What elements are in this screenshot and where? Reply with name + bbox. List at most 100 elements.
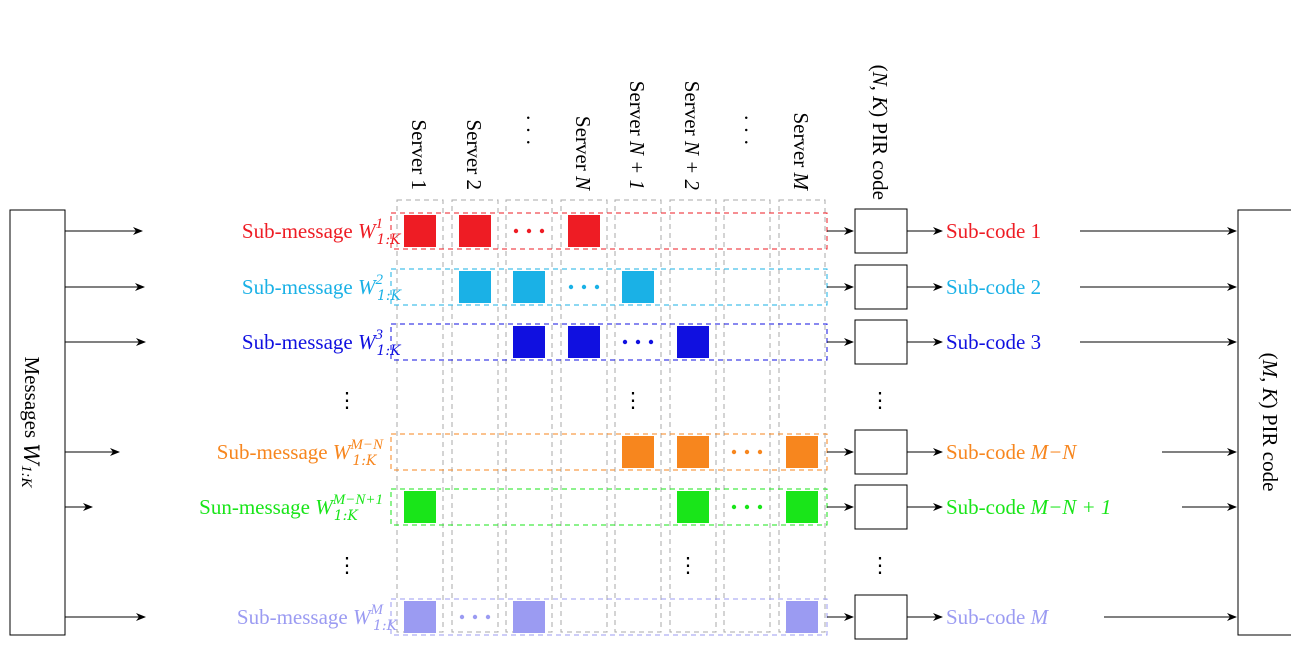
vertical-ellipsis: ⋮ bbox=[678, 553, 699, 577]
share-square bbox=[677, 326, 709, 358]
nk-pir-code-box bbox=[854, 208, 908, 254]
ellipsis-dot bbox=[731, 504, 737, 510]
ellipsis-dot bbox=[485, 614, 491, 620]
nk-pir-code-box bbox=[854, 429, 908, 475]
server-column-4 bbox=[560, 199, 608, 633]
share-square bbox=[513, 601, 545, 633]
nk-pir-code-box bbox=[854, 319, 908, 365]
share-square bbox=[513, 326, 545, 358]
row-1 bbox=[390, 212, 828, 250]
mk-pir-code-label: (M, K) PIR code bbox=[1258, 353, 1282, 492]
ellipsis-dot bbox=[568, 284, 574, 290]
server-header-3: · · · bbox=[516, 114, 540, 145]
ellipsis-dot bbox=[757, 449, 763, 455]
row-2 bbox=[390, 268, 828, 306]
vertical-ellipsis: ⋮ bbox=[337, 553, 358, 577]
vertical-ellipsis: ⋮ bbox=[870, 388, 891, 412]
share-square bbox=[786, 436, 818, 468]
row-frame bbox=[390, 323, 828, 361]
row-5 bbox=[390, 488, 828, 526]
nk-pir-code-box bbox=[854, 594, 908, 640]
share-square bbox=[404, 215, 436, 247]
nk-pir-code-header: (N, K) PIR code bbox=[868, 65, 892, 200]
ellipsis-dot bbox=[622, 339, 628, 345]
sub-index: 1:K bbox=[334, 508, 360, 524]
share-square bbox=[622, 436, 654, 468]
sub-code-label: Sub-code M−N + 1 bbox=[946, 495, 1111, 519]
share-square bbox=[459, 215, 491, 247]
sub-index: 1:K bbox=[352, 453, 378, 469]
server-header-8: Server M bbox=[789, 112, 813, 191]
share-square bbox=[404, 491, 436, 523]
ellipsis-dot bbox=[472, 614, 478, 620]
sub-code-label: Sub-code 2 bbox=[946, 275, 1041, 299]
server-column-1 bbox=[396, 199, 444, 633]
sub-index: 1:K bbox=[377, 288, 403, 304]
row-frame bbox=[390, 268, 828, 306]
server-column-3 bbox=[505, 199, 553, 633]
sub-message-label: Sub-message WM−N bbox=[217, 437, 384, 464]
arrows bbox=[65, 227, 1237, 621]
share-square bbox=[622, 271, 654, 303]
sub-message-label: Sub-message W2 bbox=[242, 272, 384, 299]
share-square bbox=[568, 326, 600, 358]
sub-index: 1:K bbox=[377, 343, 403, 359]
messages-label: Messages W1:K bbox=[18, 357, 45, 489]
sub-code-label: Sub-code M bbox=[946, 605, 1050, 629]
row-4 bbox=[390, 433, 828, 471]
server-header-6: Server N + 2 bbox=[680, 81, 704, 191]
row-3 bbox=[390, 323, 828, 361]
ellipsis-dot bbox=[526, 228, 532, 234]
ellipsis-dot bbox=[648, 339, 654, 345]
server-column-6 bbox=[669, 199, 717, 633]
ellipsis-dot bbox=[731, 449, 737, 455]
ellipsis-dot bbox=[744, 449, 750, 455]
ellipsis-dot bbox=[459, 614, 465, 620]
ellipsis-dot bbox=[513, 228, 519, 234]
nk-pir-code-box bbox=[854, 264, 908, 310]
ellipsis-dot bbox=[594, 284, 600, 290]
vertical-ellipsis: ⋮ bbox=[870, 553, 891, 577]
ellipsis-dot bbox=[539, 228, 545, 234]
server-grid bbox=[396, 199, 826, 633]
share-square bbox=[786, 601, 818, 633]
mk-pir-code-box bbox=[1237, 209, 1291, 636]
server-header-7: · · · bbox=[734, 114, 758, 145]
row-frame bbox=[390, 212, 828, 250]
row-6 bbox=[390, 598, 828, 636]
sub-message-label: Sub-message W3 bbox=[242, 327, 383, 354]
server-column-5 bbox=[614, 199, 662, 633]
ellipsis-dot bbox=[635, 339, 641, 345]
share-square bbox=[568, 215, 600, 247]
share-square bbox=[404, 601, 436, 633]
messages-box bbox=[9, 209, 66, 636]
sub-index: 1:K bbox=[377, 232, 403, 248]
row-frame bbox=[390, 598, 828, 636]
sub-message-label: Sun-message WM−N+1 bbox=[199, 492, 383, 519]
sub-code-label: Sub-code 1 bbox=[946, 219, 1041, 243]
sub-code-label: Sub-code 3 bbox=[946, 330, 1041, 354]
share-square bbox=[459, 271, 491, 303]
sub-message-label: Sub-message W1 bbox=[242, 216, 383, 243]
vertical-ellipsis: ⋮ bbox=[623, 388, 644, 412]
server-column-2 bbox=[451, 199, 499, 633]
share-square bbox=[513, 271, 545, 303]
ellipsis-dot bbox=[744, 504, 750, 510]
server-header-1: Server 1 bbox=[407, 119, 431, 190]
server-header-5: Server N + 1 bbox=[625, 81, 649, 190]
share-square bbox=[786, 491, 818, 523]
share-square bbox=[677, 491, 709, 523]
server-header-4: Server N bbox=[571, 116, 595, 191]
sub-code-label: Sub-code M−N bbox=[946, 440, 1077, 464]
nk-pir-code-box bbox=[854, 484, 908, 530]
sub-message-rows bbox=[390, 212, 828, 636]
server-header-2: Server 2 bbox=[462, 119, 486, 190]
vertical-ellipsis: ⋮ bbox=[337, 388, 358, 412]
share-square bbox=[677, 436, 709, 468]
sub-message-label: Sub-message WM bbox=[237, 602, 385, 629]
server-column-7 bbox=[723, 199, 771, 633]
sub-index: 1:K bbox=[373, 618, 399, 634]
ellipsis-dot bbox=[581, 284, 587, 290]
server-column-8 bbox=[778, 199, 826, 633]
